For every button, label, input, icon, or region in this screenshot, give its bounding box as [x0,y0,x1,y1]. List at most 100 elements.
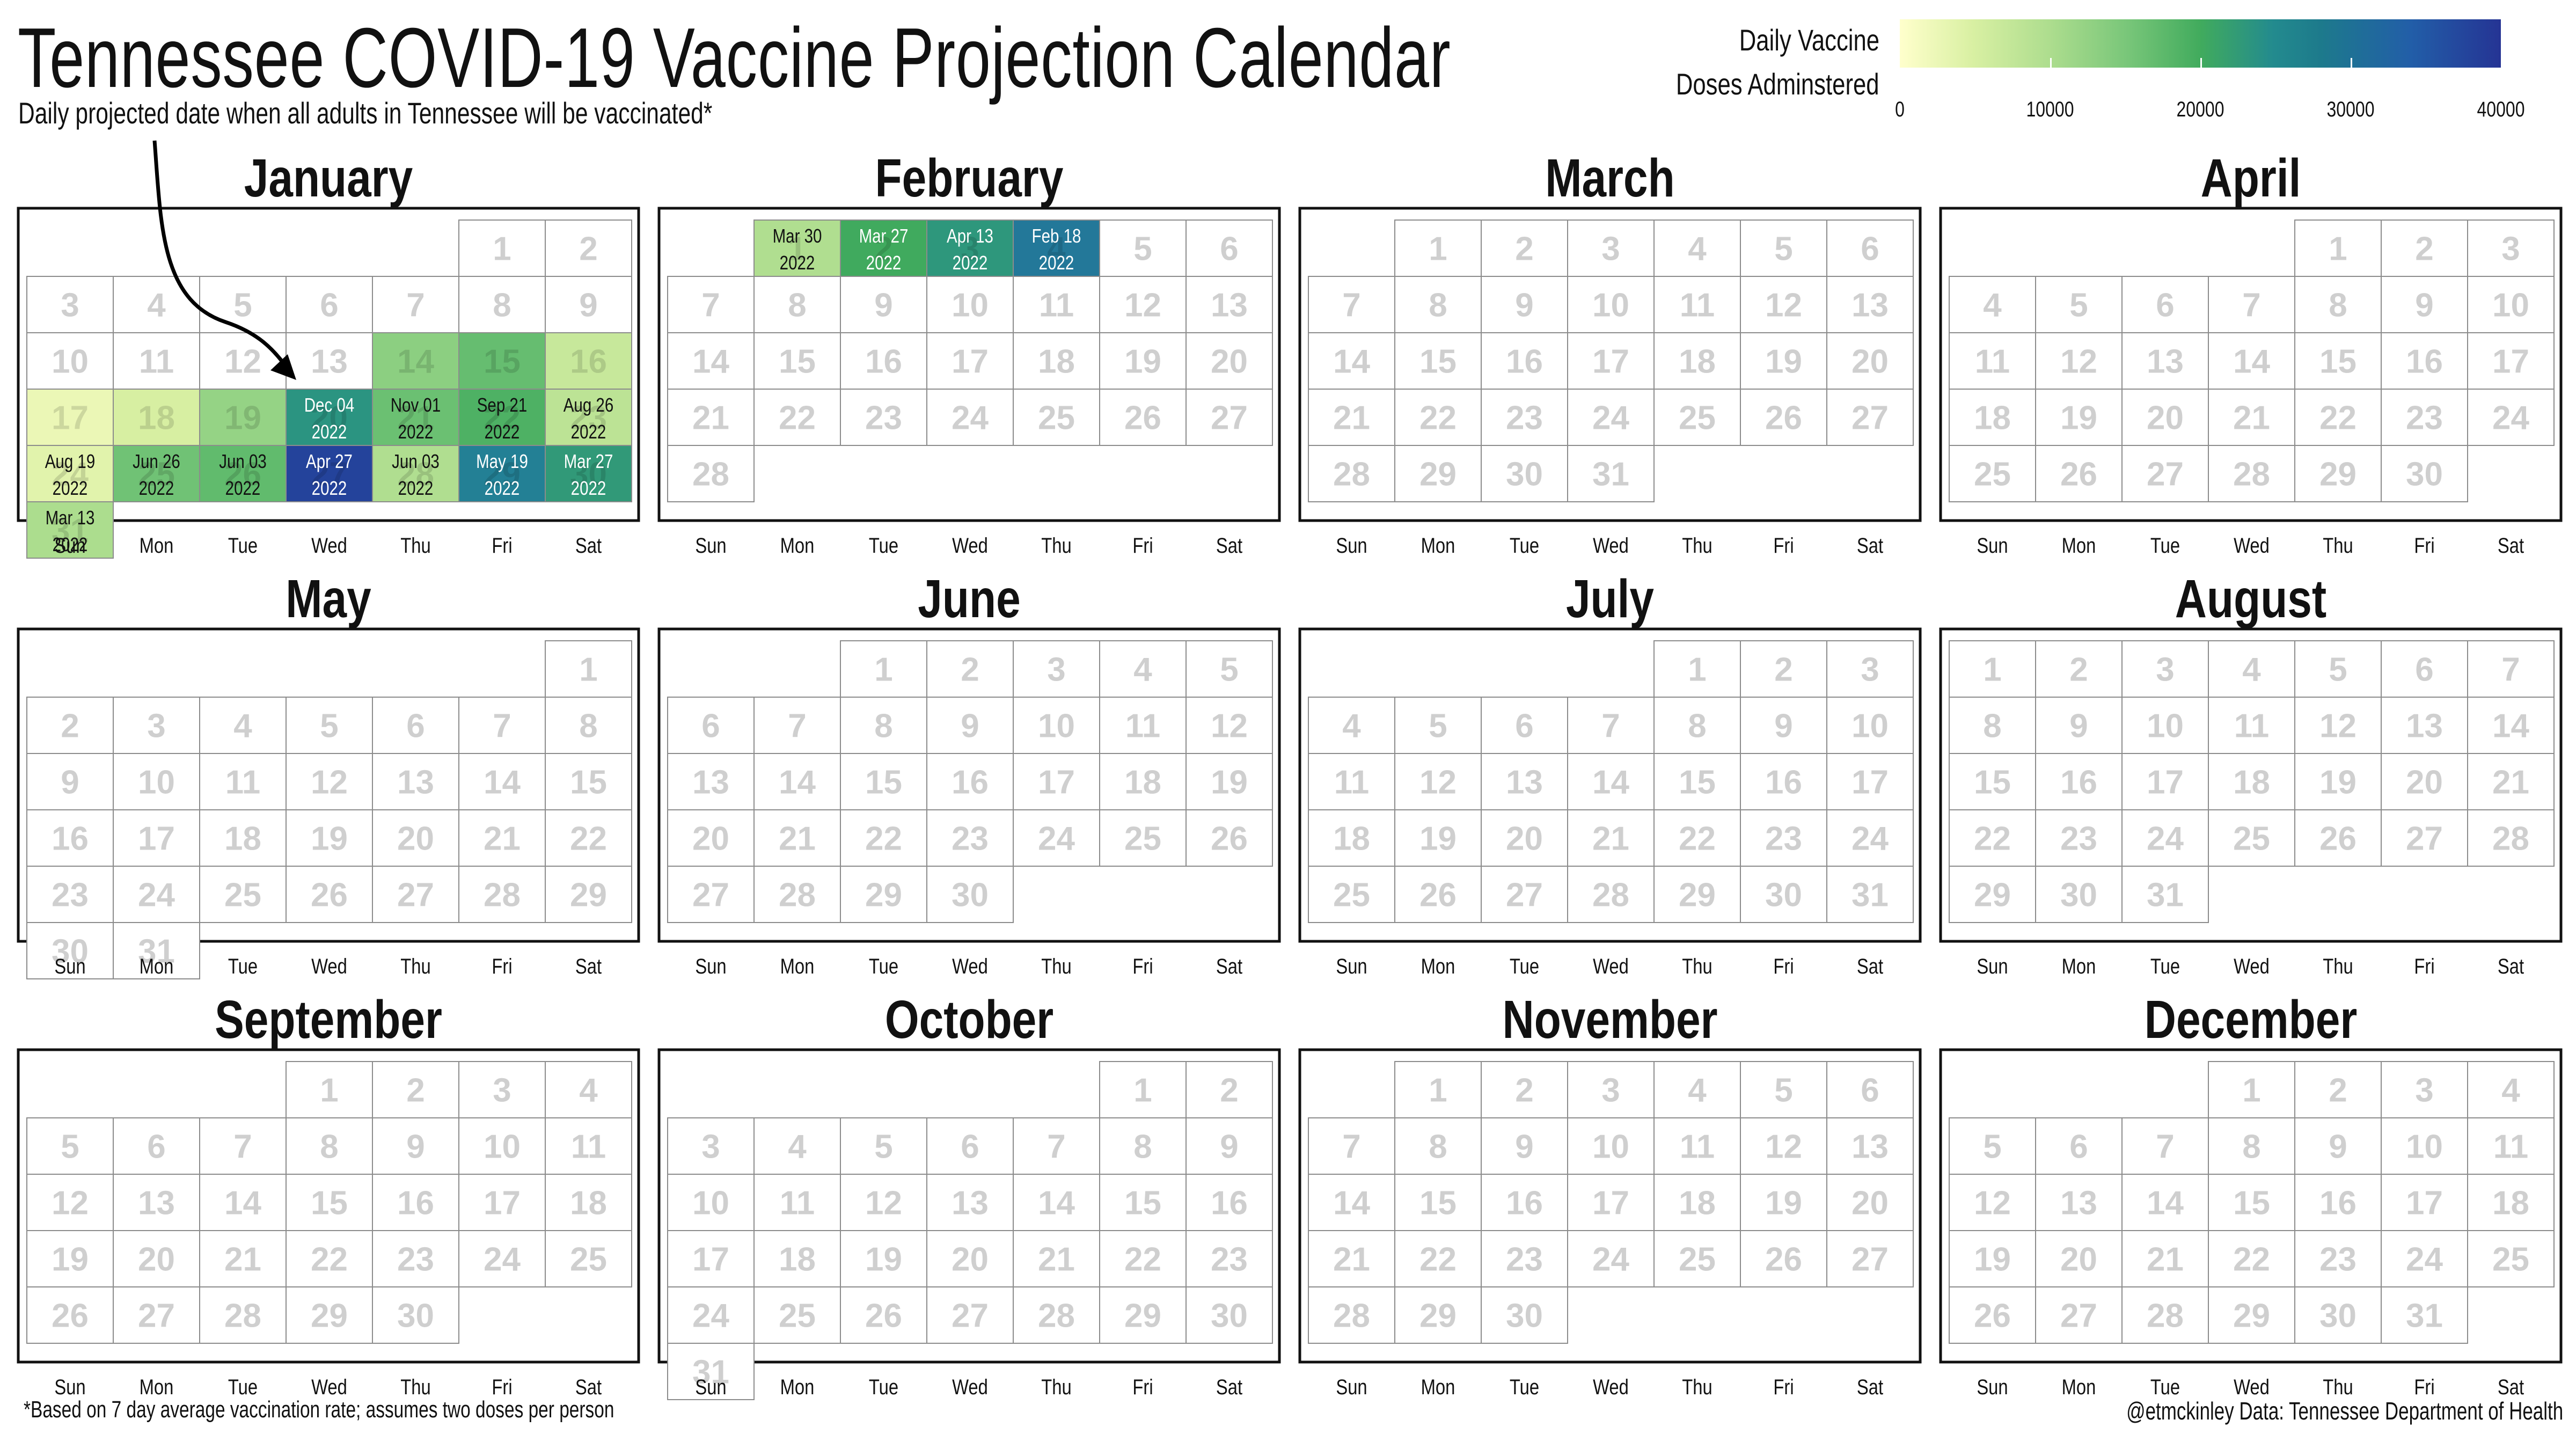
day-number: 11 [1680,287,1715,324]
day-number: 18 [1679,343,1716,380]
day-cell [1826,753,1914,810]
day-number: 7 [493,708,511,745]
day-number: 19 [1211,764,1248,801]
day-cell [1567,1230,1655,1287]
weekday-label: Fri [2414,954,2434,978]
day-cell [458,697,546,754]
day-number: 29 [311,1298,348,1335]
day-number: 7 [1047,1129,1065,1166]
day-cell [199,1117,287,1175]
day-number: 6 [147,1129,165,1166]
legend-tick-label: 20000 [2176,98,2224,121]
weekday-label: Thu [1041,954,1072,978]
day-cell [2121,809,2209,867]
day-number: 3 [701,1129,720,1166]
weekday-label: Fri [492,1375,512,1399]
day-number: 20 [138,1241,175,1278]
day-cell [2294,276,2382,333]
day-number: 28 [1592,877,1629,914]
day-cell [1740,640,1827,698]
day-number: 26 [52,1298,89,1335]
day-number: 24 [52,456,89,493]
day-number: 24 [2406,1241,2443,1278]
weekday-label: Sat [2498,954,2524,978]
day-cell [2381,1286,2468,1344]
projected-year-label: 2022 [53,533,88,555]
day-cell [926,389,1014,446]
day-number: 24 [2492,400,2529,437]
day-cell [753,809,841,867]
day-cell [1394,753,1482,810]
day-number: 13 [1851,287,1889,324]
day-number: 6 [2156,287,2174,324]
day-number: 31 [138,933,175,970]
weekday-label: Sat [575,533,602,558]
day-number: 1 [1429,1072,1447,1109]
day-number: 2 [874,231,892,268]
day-number: 16 [1506,343,1543,380]
day-cell [1740,1061,1827,1118]
day-cell [372,809,459,867]
day-cell [1394,866,1482,923]
day-cell [1481,809,1568,867]
weekday-label: Sat [1857,533,1883,558]
day-number: 4 [1047,231,1066,268]
weekday-label: Mon [140,1375,174,1399]
day-cell [1826,1174,1914,1231]
day-cell [1308,809,1395,867]
day-number: 30 [397,1298,434,1335]
day-number: 25 [1974,456,2011,493]
day-number: 15 [865,764,902,801]
day-number: 19 [2060,400,2097,437]
day-number: 20 [2406,764,2443,801]
day-number: 2 [2415,231,2433,268]
weekday-label: Fri [1132,533,1153,558]
day-cell [2294,332,2382,390]
day-cell [2035,1230,2123,1287]
day-number: 8 [788,287,806,324]
day-number: 27 [1211,400,1248,437]
day-cell [2121,445,2209,502]
day-cell [667,697,755,754]
weekday-label: Sun [54,533,85,558]
day-number: 8 [1133,1129,1152,1166]
day-number: 14 [484,764,521,801]
day-number: 9 [1515,1129,1533,1166]
month-panel [17,1048,640,1364]
day-number: 1 [579,652,597,689]
day-cell [1653,219,1741,277]
day-cell [1308,1230,1395,1287]
legend-title-line1: Daily Vaccine [1739,23,1879,57]
day-cell [372,1286,459,1344]
projected-year-label: 2022 [139,477,174,499]
day-number: 25 [1679,400,1716,437]
day-number: 3 [961,231,979,268]
day-number: 2 [1515,1072,1533,1109]
day-cell [1653,1174,1741,1231]
day-cell [26,1230,114,1287]
day-cell [1740,697,1827,754]
day-cell [926,332,1014,390]
day-number: 3 [1047,652,1065,689]
day-cell [2467,640,2555,698]
annotation-arrow [152,140,290,372]
day-number: 9 [961,708,979,745]
day-cell [1481,1117,1568,1175]
day-number: 4 [1342,708,1361,745]
day-number: 17 [484,1185,521,1222]
day-number: 30 [1506,1298,1543,1335]
projected-year-label: 2022 [312,421,347,442]
day-number: 19 [1765,1185,1802,1222]
day-cell [1185,219,1273,277]
day-number: 24 [692,1298,729,1335]
month-panel [17,207,640,522]
day-number: 3 [2415,1072,2433,1109]
day-cell [1949,697,2036,754]
day-number: 7 [2242,287,2260,324]
day-cell [1949,276,2036,333]
day-number: 2 [406,1072,425,1109]
day-number: 11 [1334,764,1370,801]
projected-date-label: Mar 30 [773,225,822,246]
day-number: 23 [2319,1241,2357,1278]
day-cell [1099,332,1187,390]
